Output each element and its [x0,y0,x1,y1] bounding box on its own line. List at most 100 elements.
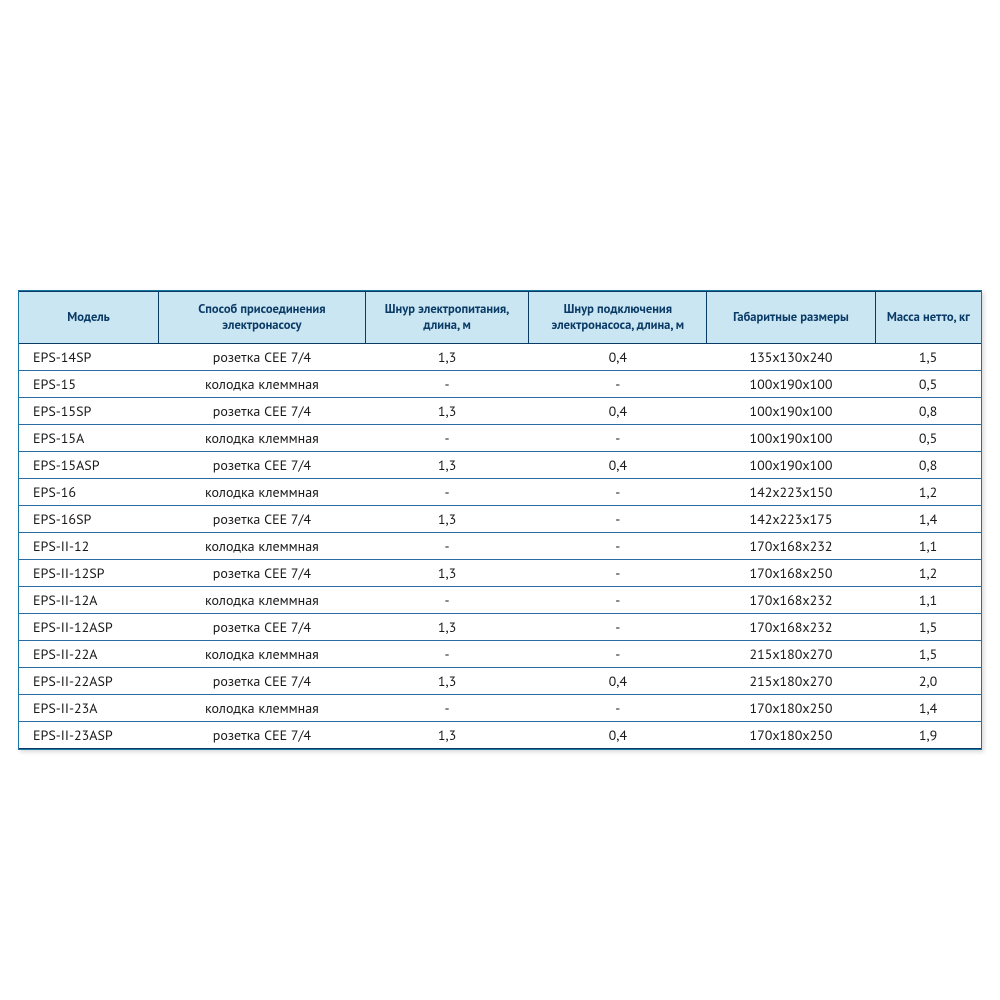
table-row: EPS-15ASPрозетка СЕЕ 7/41,30,4100х190х10… [19,452,981,479]
table-cell: 170х180х250 [707,722,875,749]
table-row: EPS-15колодка клеммная--100х190х1000,5 [19,371,981,398]
table-cell: - [529,587,707,614]
table-cell: 1,9 [875,722,981,749]
table-cell: EPS-II-23A [19,695,158,722]
table-cell: розетка СЕЕ 7/4 [158,614,365,641]
table-cell: - [529,560,707,587]
table-row: EPS-16колодка клеммная--142х223х1501,2 [19,479,981,506]
table-cell: колодка клеммная [158,587,365,614]
table-cell: - [365,425,529,452]
table-cell: - [529,695,707,722]
table-row: EPS-II-12SPрозетка СЕЕ 7/41,3-170х168х25… [19,560,981,587]
table-cell: EPS-II-22A [19,641,158,668]
table-cell: 100х190х100 [707,425,875,452]
table-cell: EPS-II-22ASP [19,668,158,695]
table-cell: EPS-II-12SP [19,560,158,587]
table-row: EPS-II-12ASPрозетка СЕЕ 7/41,3-170х168х2… [19,614,981,641]
table-cell: 1,4 [875,506,981,533]
table-cell: розетка СЕЕ 7/4 [158,560,365,587]
table-row: EPS-14SPрозетка СЕЕ 7/41,30,4135х130х240… [19,344,981,371]
table-cell: 215х180х270 [707,668,875,695]
table-cell: 1,3 [365,506,529,533]
table-cell: - [529,371,707,398]
table-body: EPS-14SPрозетка СЕЕ 7/41,30,4135х130х240… [19,344,981,749]
table-cell: EPS-II-23ASP [19,722,158,749]
table-cell: 135х130х240 [707,344,875,371]
table-cell: EPS-16SP [19,506,158,533]
table-cell: колодка клеммная [158,641,365,668]
table-cell: 1,2 [875,560,981,587]
table-cell: колодка клеммная [158,425,365,452]
table-cell: 1,5 [875,344,981,371]
table-cell: 1,3 [365,668,529,695]
table-cell: 170х180х250 [707,695,875,722]
spec-table: Модель Способ присоединения электронасос… [19,291,981,749]
table-cell: розетка СЕЕ 7/4 [158,722,365,749]
table-cell: 1,3 [365,452,529,479]
col-header-model: Модель [19,292,158,344]
table-cell: - [365,371,529,398]
table-cell: EPS-II-12A [19,587,158,614]
table-cell: 100х190х100 [707,398,875,425]
col-header-connection: Способ присоединения электронасосу [158,292,365,344]
table-cell: 1,2 [875,479,981,506]
col-header-power-cord: Шнур электропитания, длина, м [365,292,529,344]
table-row: EPS-15SPрозетка СЕЕ 7/41,30,4100х190х100… [19,398,981,425]
table-row: EPS-II-22Aколодка клеммная--215х180х2701… [19,641,981,668]
table-cell: 0,4 [529,668,707,695]
table-cell: 142х223х150 [707,479,875,506]
col-header-dimensions: Габаритные размеры [707,292,875,344]
table-cell: 170х168х232 [707,533,875,560]
table-cell: 2,0 [875,668,981,695]
table-cell: - [529,506,707,533]
table-cell: 0,4 [529,452,707,479]
table-cell: 100х190х100 [707,452,875,479]
table-cell: 0,5 [875,371,981,398]
table-cell: 215х180х270 [707,641,875,668]
table-cell: 0,4 [529,722,707,749]
table-cell: - [529,533,707,560]
table-cell: 0,4 [529,344,707,371]
table-cell: - [365,587,529,614]
table-cell: EPS-15A [19,425,158,452]
table-cell: розетка СЕЕ 7/4 [158,668,365,695]
table-cell: 1,3 [365,344,529,371]
table-cell: 1,3 [365,560,529,587]
table-cell: - [529,641,707,668]
table-cell: 170х168х232 [707,587,875,614]
table-cell: EPS-15 [19,371,158,398]
table-cell: 1,3 [365,614,529,641]
table-cell: 1,1 [875,587,981,614]
table-cell: - [365,641,529,668]
table-row: EPS-II-22ASPрозетка СЕЕ 7/41,30,4215х180… [19,668,981,695]
col-header-weight: Масса нетто, кг [875,292,981,344]
table-cell: 1,3 [365,722,529,749]
table-cell: - [365,479,529,506]
table-cell: EPS-16 [19,479,158,506]
table-cell: 1,1 [875,533,981,560]
table-cell: розетка СЕЕ 7/4 [158,344,365,371]
table-cell: - [529,425,707,452]
table-cell: колодка клеммная [158,371,365,398]
table-row: EPS-II-12колодка клеммная--170х168х2321,… [19,533,981,560]
table-header: Модель Способ присоединения электронасос… [19,292,981,344]
table-row: EPS-16SPрозетка СЕЕ 7/41,3-142х223х1751,… [19,506,981,533]
table-cell: 1,4 [875,695,981,722]
table-cell: колодка клеммная [158,533,365,560]
table-cell: 0,8 [875,398,981,425]
table-cell: колодка клеммная [158,479,365,506]
table-cell: 170х168х232 [707,614,875,641]
table-cell: 0,4 [529,398,707,425]
table-cell: 1,3 [365,398,529,425]
table-cell: EPS-II-12ASP [19,614,158,641]
table-cell: розетка СЕЕ 7/4 [158,452,365,479]
table-cell: EPS-14SP [19,344,158,371]
table-row: EPS-II-23Aколодка клеммная--170х180х2501… [19,695,981,722]
table-header-row: Модель Способ присоединения электронасос… [19,292,981,344]
table-cell: - [529,479,707,506]
table-cell: EPS-15SP [19,398,158,425]
table-cell: 100х190х100 [707,371,875,398]
table-cell: розетка СЕЕ 7/4 [158,398,365,425]
table-row: EPS-15Aколодка клеммная--100х190х1000,5 [19,425,981,452]
table-cell: - [365,533,529,560]
